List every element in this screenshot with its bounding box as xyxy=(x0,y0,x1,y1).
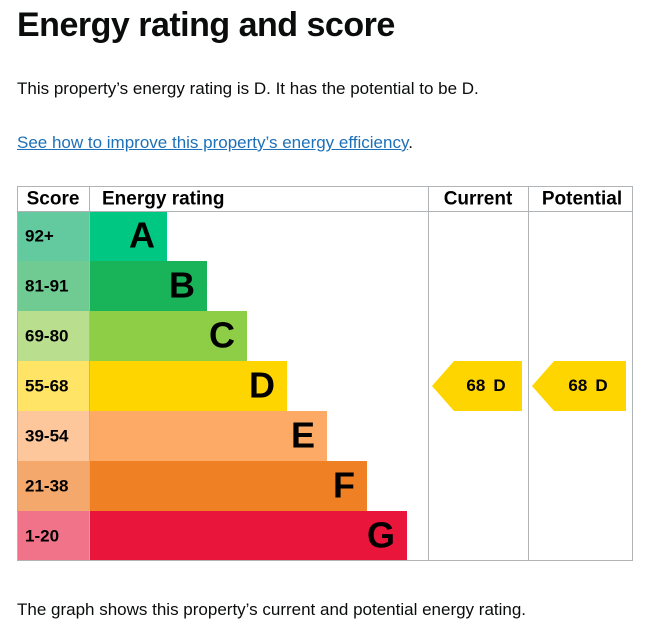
rating-letter: D xyxy=(493,376,505,395)
score-label: 21-38 xyxy=(25,476,68,495)
score-cell xyxy=(17,361,89,411)
rating-letter: D xyxy=(595,376,607,395)
score-label: 55-68 xyxy=(25,376,68,395)
score-label: 81-91 xyxy=(25,276,68,295)
rating-arrow xyxy=(532,361,626,411)
rating-bar xyxy=(89,211,167,261)
column-header: Score xyxy=(27,189,80,210)
score-cell xyxy=(17,461,89,511)
score-label: 1-20 xyxy=(25,526,59,545)
score-cell xyxy=(17,311,89,361)
rating-letter: F xyxy=(333,465,355,506)
intro: This property’s energy rating is D. It h… xyxy=(17,79,479,98)
rating-bar xyxy=(89,261,207,311)
footer: The graph shows this property’s current … xyxy=(17,600,527,619)
rating-letter: A xyxy=(129,215,155,256)
link-end: . xyxy=(408,133,413,152)
rating-arrow-label: 68 D xyxy=(568,376,607,395)
column-header: Potential xyxy=(542,189,622,210)
rating-bar xyxy=(89,411,327,461)
rating-bar xyxy=(89,461,367,511)
rating-arrow xyxy=(432,361,522,411)
improve-link[interactable]: See how to improve this property’s energ… xyxy=(17,133,409,152)
score-label: 39-54 xyxy=(25,426,69,445)
score-label: 69-80 xyxy=(25,326,68,345)
rating-score: 68 xyxy=(466,376,485,395)
rating-letter: G xyxy=(367,515,395,556)
rating-score: 68 xyxy=(568,376,587,395)
score-cell xyxy=(17,411,89,461)
score-cell xyxy=(17,511,89,561)
rating-bar xyxy=(89,361,287,411)
rating-arrow-label: 68 D xyxy=(466,376,505,395)
column-header: Energy rating xyxy=(102,189,224,210)
column-header: Current xyxy=(444,189,513,210)
link-line: See how to improve this property’s energ… xyxy=(17,133,413,153)
score-cell xyxy=(17,211,89,261)
rating-bar xyxy=(89,511,407,561)
rating-letter: B xyxy=(169,265,195,306)
rating-letter: E xyxy=(291,415,315,456)
epc-chart: Score Energy rating Current Potential 92+ A 81… xyxy=(17,186,633,561)
rating-letter: C xyxy=(209,315,235,356)
rating-bar xyxy=(89,311,247,361)
page-title: Energy rating and score xyxy=(17,6,395,44)
rating-letter: D xyxy=(249,365,275,406)
score-label: 92+ xyxy=(25,226,54,245)
score-cell xyxy=(17,261,89,311)
